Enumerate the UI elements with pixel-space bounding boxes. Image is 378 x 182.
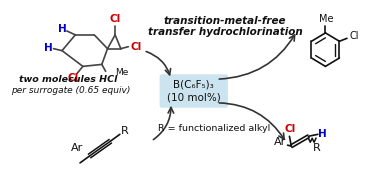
Text: R: R [121,126,129,136]
Text: R = functionalized alkyl: R = functionalized alkyl [158,124,271,133]
Text: H: H [58,24,67,34]
Text: Me: Me [115,68,129,77]
Text: Me: Me [319,14,334,24]
Text: H: H [318,129,327,139]
Text: Cl: Cl [110,14,121,24]
Text: Cl: Cl [350,31,359,41]
Text: H: H [44,43,53,53]
Text: Cl: Cl [285,124,296,134]
Text: transfer hydrochlorination: transfer hydrochlorination [148,27,302,37]
Text: Cl: Cl [68,73,79,83]
Text: B(C₆F₅)₃: B(C₆F₅)₃ [174,79,214,89]
Text: transition-metal-free: transition-metal-free [164,16,286,26]
Text: Ar: Ar [274,137,286,147]
Text: (10 mol%): (10 mol%) [167,93,221,103]
Text: two molecules HCl: two molecules HCl [19,75,117,84]
Text: per surrogate (0.65 equiv): per surrogate (0.65 equiv) [11,86,130,94]
Text: R: R [313,143,321,153]
Text: Ar: Ar [71,143,83,153]
Text: Cl: Cl [130,42,142,52]
FancyBboxPatch shape [160,74,228,108]
